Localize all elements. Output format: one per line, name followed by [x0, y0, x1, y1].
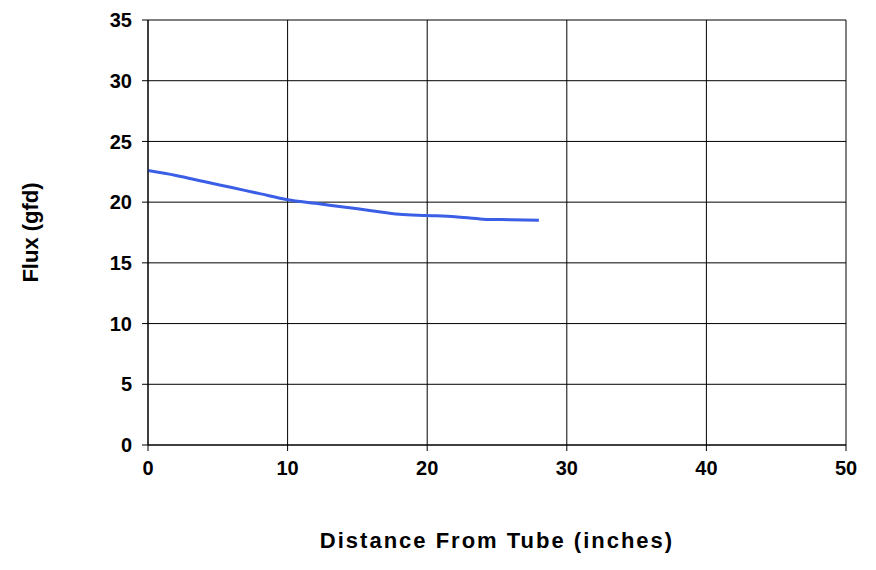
svg-text:25: 25 [110, 131, 132, 153]
svg-text:20: 20 [416, 457, 438, 479]
svg-text:30: 30 [556, 457, 578, 479]
svg-text:5: 5 [121, 373, 132, 395]
svg-text:30: 30 [110, 70, 132, 92]
svg-text:15: 15 [110, 252, 132, 274]
svg-text:Distance From Tube (inches): Distance From Tube (inches) [320, 528, 674, 553]
svg-text:0: 0 [142, 457, 153, 479]
svg-text:Flux (gfd): Flux (gfd) [18, 182, 43, 282]
svg-text:40: 40 [695, 457, 717, 479]
svg-text:50: 50 [835, 457, 857, 479]
svg-text:20: 20 [110, 191, 132, 213]
svg-text:0: 0 [121, 434, 132, 456]
svg-text:35: 35 [110, 9, 132, 31]
svg-text:10: 10 [110, 313, 132, 335]
svg-text:10: 10 [276, 457, 298, 479]
